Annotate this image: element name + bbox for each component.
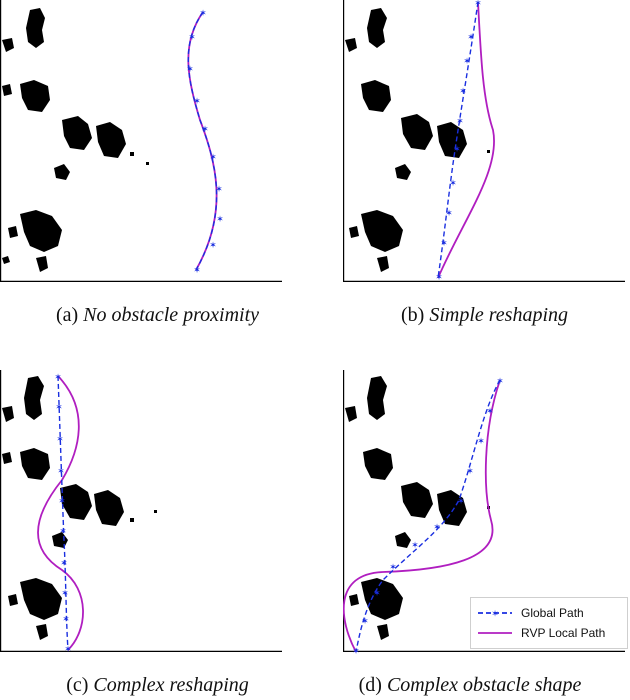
global-path <box>355 379 501 653</box>
caption-a-label: (a) <box>55 304 79 326</box>
rvp-local-path <box>37 375 84 651</box>
caption-b: (b) Simple reshaping <box>327 304 630 327</box>
panel-d-plot: ✶ ✶ ✶ ✶ ✶ ✶ ✶ ✶ ✶ ✶ ✶ <box>343 370 625 657</box>
axes <box>343 0 625 282</box>
svg-text:✶: ✶ <box>467 33 475 43</box>
svg-text:✶: ✶ <box>477 437 485 447</box>
svg-text:✶: ✶ <box>453 145 461 155</box>
legend-rvp-local-path-label: RVP Local Path <box>521 626 606 640</box>
panel-b-plot: ✶ ✶ ✶ ✶ ✶ ✶ ✶ ✶ ✶ ✶ <box>343 0 625 283</box>
svg-text:✶: ✶ <box>352 647 360 657</box>
global-path-waypoints: ✶ ✶ ✶ ✶ ✶ ✶ ✶ ✶ ✶ ✶ <box>186 9 224 276</box>
svg-text:✶: ✶ <box>57 467 65 477</box>
legend-item-global-path: ✶ Global Path <box>477 605 584 621</box>
caption-c-label: (c) <box>66 674 89 696</box>
caption-a: (a) No obstacle proximity <box>0 304 315 327</box>
panel-a-plot: ✶ ✶ ✶ ✶ ✶ ✶ ✶ ✶ ✶ ✶ <box>0 0 282 282</box>
caption-c-title: Complex reshaping <box>93 674 249 696</box>
legend: ✶ Global Path RVP Local Path <box>470 597 628 649</box>
panel-a: ✶ ✶ ✶ ✶ ✶ ✶ ✶ ✶ ✶ ✶ <box>0 0 300 290</box>
svg-text:✶: ✶ <box>58 497 66 507</box>
svg-text:✶: ✶ <box>463 57 471 67</box>
svg-text:✶: ✶ <box>491 610 499 619</box>
svg-text:✶: ✶ <box>216 215 224 225</box>
svg-text:✶: ✶ <box>373 589 381 599</box>
svg-text:✶: ✶ <box>62 615 70 625</box>
svg-text:✶: ✶ <box>209 241 217 251</box>
global-path <box>57 375 69 651</box>
svg-text:✶: ✶ <box>199 9 207 19</box>
svg-text:✶: ✶ <box>193 266 201 276</box>
svg-text:✶: ✶ <box>440 239 448 249</box>
caption-a-title: No obstacle proximity <box>83 304 260 326</box>
svg-text:✶: ✶ <box>54 373 62 383</box>
svg-text:✶: ✶ <box>64 645 72 655</box>
caption-d-title: Complex obstacle shape <box>386 674 582 696</box>
svg-text:✶: ✶ <box>361 617 369 627</box>
caption-c: (c) Complex reshaping <box>0 674 315 697</box>
caption-d: (d) Complex obstacle shape <box>310 674 630 697</box>
global-path <box>187 11 218 271</box>
rvp-local-path-swatch <box>478 632 512 634</box>
axes <box>0 0 282 282</box>
caption-d-label: (d) <box>358 674 382 696</box>
svg-text:✶: ✶ <box>60 559 68 569</box>
svg-text:✶: ✶ <box>411 541 419 551</box>
panel-b: ✶ ✶ ✶ ✶ ✶ ✶ ✶ ✶ ✶ ✶ <box>343 0 630 290</box>
svg-text:✶: ✶ <box>449 179 457 189</box>
obstacles <box>2 376 157 640</box>
axes <box>0 370 282 652</box>
caption-b-title: Simple reshaping <box>429 304 569 326</box>
svg-text:✶: ✶ <box>215 185 223 195</box>
global-path <box>437 1 479 279</box>
legend-global-path-label: Global Path <box>521 606 584 620</box>
svg-text:✶: ✶ <box>459 87 467 97</box>
global-path-waypoints: ✶ ✶ ✶ ✶ ✶ ✶ ✶ ✶ ✶ ✶ <box>54 373 72 655</box>
svg-text:✶: ✶ <box>457 497 465 507</box>
global-path-waypoints: ✶ ✶ ✶ ✶ ✶ ✶ ✶ ✶ ✶ ✶ ✶ <box>352 377 504 657</box>
svg-text:✶: ✶ <box>193 97 201 107</box>
svg-text:✶: ✶ <box>59 527 67 537</box>
svg-text:✶: ✶ <box>435 273 443 283</box>
panel-c: ✶ ✶ ✶ ✶ ✶ ✶ ✶ ✶ ✶ ✶ <box>0 370 300 660</box>
svg-text:✶: ✶ <box>445 209 453 219</box>
global-path-waypoints: ✶ ✶ ✶ ✶ ✶ ✶ ✶ ✶ ✶ ✶ <box>435 0 482 283</box>
svg-text:✶: ✶ <box>186 65 194 75</box>
svg-text:✶: ✶ <box>474 0 482 9</box>
rvp-local-path <box>437 1 495 279</box>
svg-text:✶: ✶ <box>466 467 474 477</box>
global-path-swatch: ✶ <box>478 610 512 619</box>
svg-text:✶: ✶ <box>486 407 494 417</box>
svg-text:✶: ✶ <box>456 117 464 127</box>
svg-text:✶: ✶ <box>61 589 69 599</box>
caption-b-label: (b) <box>400 304 425 326</box>
svg-text:✶: ✶ <box>496 377 504 387</box>
svg-text:✶: ✶ <box>56 435 64 445</box>
panel-c-plot: ✶ ✶ ✶ ✶ ✶ ✶ ✶ ✶ ✶ ✶ <box>0 370 282 655</box>
svg-text:✶: ✶ <box>201 125 209 135</box>
panel-d: ✶ ✶ ✶ ✶ ✶ ✶ ✶ ✶ ✶ ✶ ✶ <box>343 370 630 660</box>
obstacles <box>345 8 490 272</box>
svg-text:✶: ✶ <box>389 563 397 573</box>
svg-text:✶: ✶ <box>55 403 63 413</box>
svg-text:✶: ✶ <box>188 33 196 43</box>
rvp-local-path <box>343 379 501 653</box>
svg-text:✶: ✶ <box>433 523 441 533</box>
obstacles <box>345 376 490 640</box>
svg-text:✶: ✶ <box>209 153 217 163</box>
legend-item-rvp-local-path: RVP Local Path <box>477 625 605 641</box>
obstacles <box>2 8 149 272</box>
